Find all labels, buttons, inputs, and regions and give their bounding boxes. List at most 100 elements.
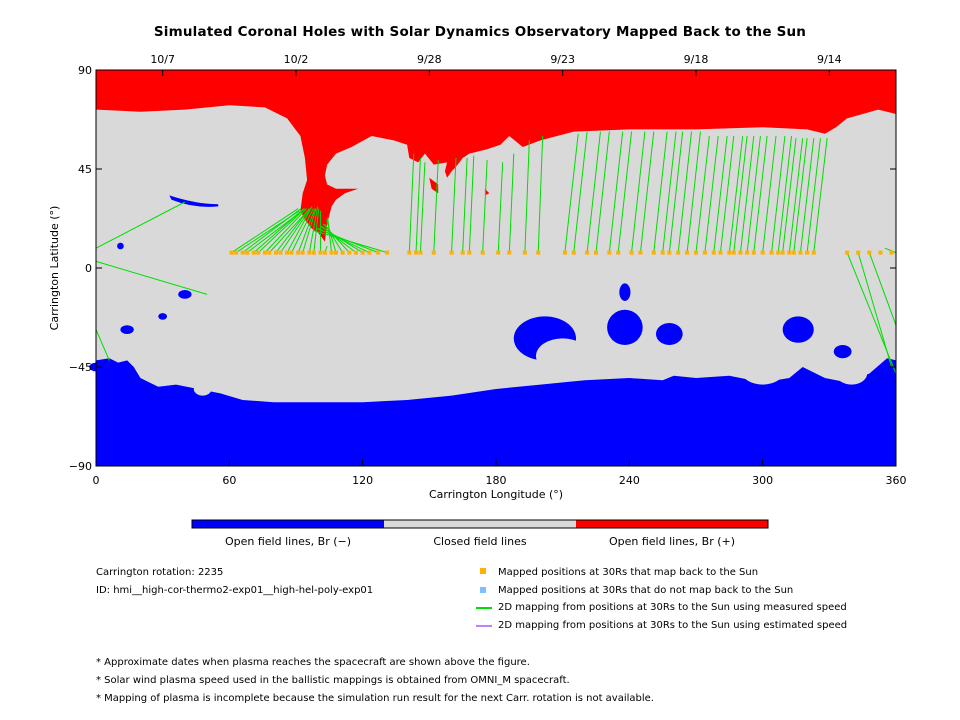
open-field-negative-patch	[178, 290, 192, 299]
mapped-position-point	[256, 250, 261, 255]
carrington-rotation-text: Carrington rotation: 2235	[96, 567, 224, 578]
x-tick-label: 0	[93, 474, 100, 487]
mapping-line-measured	[462, 157, 468, 253]
mapping-line-measured	[595, 131, 610, 253]
mapping-line-measured	[695, 135, 710, 253]
mapping-line-measured	[677, 131, 693, 253]
colorbar-frame	[191, 519, 769, 529]
x-tick-label: 60	[222, 474, 236, 487]
mapped-position-point	[811, 250, 816, 255]
mapped-position-point	[296, 250, 301, 255]
mapped-position-point	[878, 250, 883, 255]
x-tick-label: 120	[352, 474, 373, 487]
mapping-line-measured	[806, 138, 821, 253]
mapping-line-measured	[408, 153, 415, 253]
mapped-position-point	[718, 250, 723, 255]
mapping-line-measured	[415, 157, 421, 253]
mapped-position-point	[318, 250, 323, 255]
y-tick-label: 0	[85, 262, 92, 275]
mapping-line-measured	[639, 131, 655, 253]
mapped-position-point	[616, 250, 621, 255]
mapped-position-point	[651, 250, 656, 255]
mapped-position-point	[496, 250, 501, 255]
date-tick-label: 9/23	[550, 53, 575, 66]
closed-field-bubble	[193, 382, 212, 396]
mapping-line-measured	[631, 131, 646, 253]
mapping-line-measured	[313, 230, 388, 254]
mapping-line-measured	[617, 131, 633, 253]
footnote-incomplete: * Mapping of plasma is incomplete becaus…	[96, 693, 654, 704]
mapped-position-point	[571, 250, 576, 255]
open-field-positive-north	[96, 70, 896, 242]
mapped-position-point	[798, 250, 803, 255]
mapping-line-measured	[322, 223, 350, 253]
open-field-negative-patch	[833, 345, 852, 359]
mapped-position-point	[431, 250, 436, 255]
mapped-position-point	[507, 250, 512, 255]
mapping-line-measured	[433, 160, 439, 253]
mapped-position-point	[347, 250, 352, 255]
open-field-negative-patch	[158, 313, 168, 320]
mapping-line-measured	[884, 247, 897, 254]
mapped-position-point	[262, 250, 267, 255]
mapped-position-point	[245, 250, 250, 255]
mapped-position-point	[776, 250, 781, 255]
open-field-negative-patch	[120, 325, 134, 334]
mapped-position-point	[845, 250, 850, 255]
mapped-position-point	[354, 250, 358, 255]
x-tick-label: 300	[752, 474, 773, 487]
x-axis-label: Carrington Longitude (°)	[429, 488, 563, 501]
mapped-position-point	[322, 250, 327, 255]
colorbar-label: Open field lines, Br (−)	[225, 535, 351, 548]
mapping-line-measured	[728, 135, 744, 253]
mapped-position-point	[676, 250, 681, 255]
closed-field-bubble	[700, 342, 736, 370]
mapping-line-measured	[719, 135, 735, 253]
closed-field-bubble	[836, 362, 868, 385]
mapped-position-point	[460, 250, 465, 255]
legend-mapped-label: Mapped positions at 30Rs that map back t…	[498, 567, 759, 578]
mapped-position-point	[360, 250, 365, 255]
mapping-line-measured	[573, 131, 588, 253]
mapped-position-point	[585, 250, 590, 255]
mapping-line-measured	[771, 135, 786, 253]
mapping-line-measured	[264, 208, 307, 253]
open-field-negative-south	[96, 358, 896, 466]
mapped-position-point	[607, 250, 612, 255]
mapped-position-point	[685, 250, 690, 255]
mapped-position-point	[594, 250, 598, 255]
mapping-line-measured	[497, 162, 504, 253]
mapped-position-point	[367, 250, 372, 255]
mapped-position-point	[667, 250, 672, 255]
mapped-position-point	[467, 250, 472, 255]
open-field-negative-patch	[117, 242, 124, 250]
mapping-line-measured	[777, 135, 793, 253]
mapping-line-measured	[733, 135, 748, 253]
mapping-line-measured	[95, 260, 208, 295]
x-tick-label: 240	[619, 474, 640, 487]
mapped-position-point	[278, 250, 283, 255]
mapping-line-measured	[586, 131, 601, 253]
legend-mapped-swatch	[480, 568, 486, 574]
mapping-line-measured	[451, 157, 457, 253]
mapping-line-measured	[857, 252, 893, 368]
mapped-position-point	[385, 250, 390, 255]
mapped-position-point	[522, 250, 527, 255]
open-field-negative-patch	[607, 309, 643, 345]
mapping-line-measured	[782, 138, 797, 253]
mapping-line-measured	[746, 135, 761, 253]
y-tick-label: −90	[69, 460, 92, 473]
mapping-line-measured	[231, 208, 299, 254]
mapped-position-point	[234, 250, 238, 255]
mapped-position-point	[694, 250, 698, 255]
mapped-position-point	[702, 250, 707, 255]
mapping-line-measured	[275, 208, 310, 253]
mapped-position-point	[780, 250, 785, 255]
closed-field-bubble	[631, 351, 659, 374]
mapped-position-point	[805, 250, 810, 255]
mapped-position-point	[274, 250, 278, 255]
mapped-position-point	[751, 250, 756, 255]
colorbar-label: Open field lines, Br (+)	[609, 535, 735, 548]
mapped-position-point	[240, 250, 245, 255]
